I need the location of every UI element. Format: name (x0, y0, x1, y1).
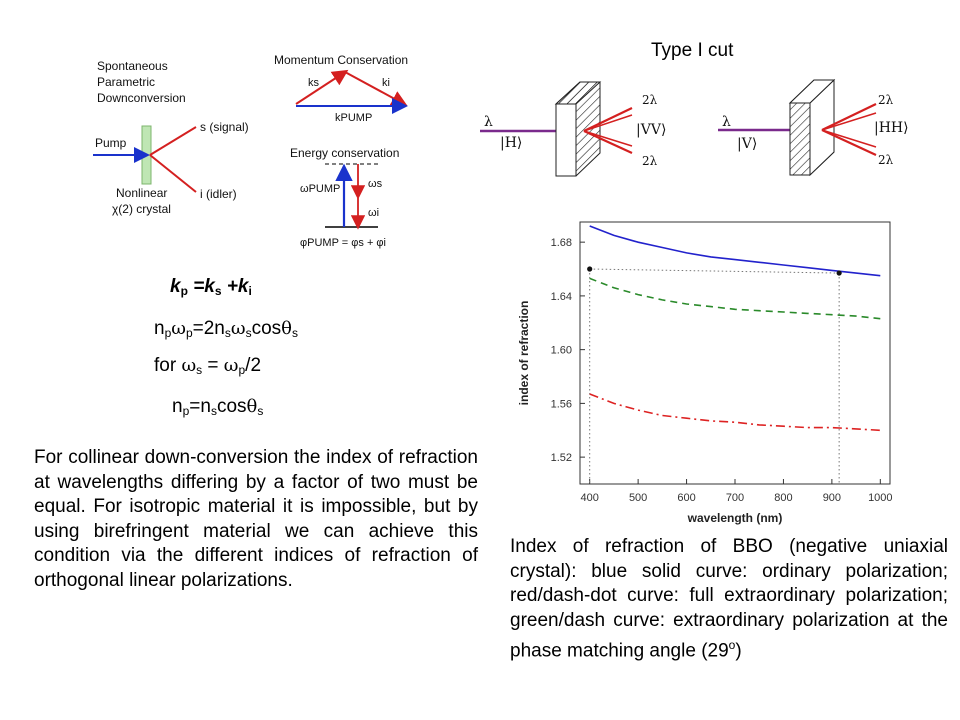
spdc-title-2: Parametric (97, 75, 155, 89)
spdc-title-3: Downconversion (97, 91, 186, 105)
right-out-state: |HH⟩ (874, 120, 909, 136)
crystal-right (718, 78, 877, 177)
omega-i-label: ωi (368, 207, 379, 219)
ks-label: ks (308, 77, 320, 89)
x-tick-label: 1000 (868, 492, 892, 504)
kpump-label: kPUMP (335, 112, 372, 124)
equation-degenerate: for ωs = ωp/2 (154, 355, 262, 377)
x-axis-label: wavelength (nm) (687, 511, 783, 525)
phase-match-point (836, 270, 842, 276)
left-in-state: |H⟩ (500, 135, 522, 151)
equation-energy: npωp=2nsωscosθs (154, 318, 298, 340)
idler-beam (149, 154, 197, 193)
left-in-lambda: λ (484, 114, 493, 130)
x-tick-label: 600 (677, 492, 695, 504)
crystal-label-2: χ(2) crystal (112, 202, 171, 216)
y-tick-label: 1.56 (551, 398, 572, 410)
x-tick-label: 900 (823, 492, 841, 504)
right-in-state: |V⟩ (737, 136, 757, 152)
y-tick-label: 1.52 (551, 452, 572, 464)
signal-label: s (signal) (200, 120, 249, 134)
right-out-top: 2λ (878, 93, 894, 107)
plot-frame (579, 221, 891, 485)
y-tick-label: 1.68 (551, 237, 572, 249)
spdc-title-1: Spontaneous (97, 59, 168, 73)
pump-label: Pump (95, 136, 127, 150)
marker-guide-h (589, 268, 840, 274)
x-tick-label: 800 (774, 492, 792, 504)
refractive-index-chart: 400 500 600 700 800 900 1000 1.52 1.56 1.60 1.64 1.… (517, 221, 893, 525)
right-in-lambda: λ (722, 114, 731, 130)
idler-label: i (idler) (200, 187, 237, 201)
series-line-dashdot (589, 393, 881, 432)
series-line-dash (589, 277, 881, 320)
momentum-title: Momentum Conservation (274, 53, 408, 67)
type-cut-title: Type I cut (651, 40, 734, 61)
crystal-left (480, 81, 633, 177)
left-out-bottom: 2λ (642, 154, 658, 168)
crystal-label-1: Nonlinear (116, 186, 167, 200)
omega-pump-label: ωPUMP (300, 183, 340, 195)
ks-vector (295, 69, 349, 105)
y-axis-label: index of refraction (517, 301, 531, 406)
ki-vector (344, 71, 408, 106)
energy-title: Energy conservation (290, 146, 399, 160)
x-tick-label: 400 (581, 492, 599, 504)
collinear-paragraph: For collinear down-conversion the index … (34, 447, 478, 591)
x-tick-label: 500 (629, 492, 647, 504)
y-tick-label: 1.60 (551, 345, 572, 357)
phase-equation: φPUMP = φs + φi (300, 237, 386, 249)
phase-match-point (587, 266, 593, 272)
left-out-top: 2λ (642, 93, 658, 107)
equation-index: np=nscosθs (172, 396, 264, 418)
equation-momentum: kp =ks +ki (170, 276, 252, 298)
series-line-solid (589, 225, 881, 277)
signal-beam (149, 126, 197, 156)
ki-label: ki (382, 77, 390, 89)
left-out-state: |VV⟩ (636, 122, 666, 138)
bbo-caption: Index of refraction of BBO (negative uni… (510, 536, 948, 662)
right-out-bottom: 2λ (878, 153, 894, 167)
y-tick-label: 1.64 (551, 291, 572, 303)
x-tick-label: 700 (726, 492, 744, 504)
omega-s-label: ωs (368, 178, 383, 190)
